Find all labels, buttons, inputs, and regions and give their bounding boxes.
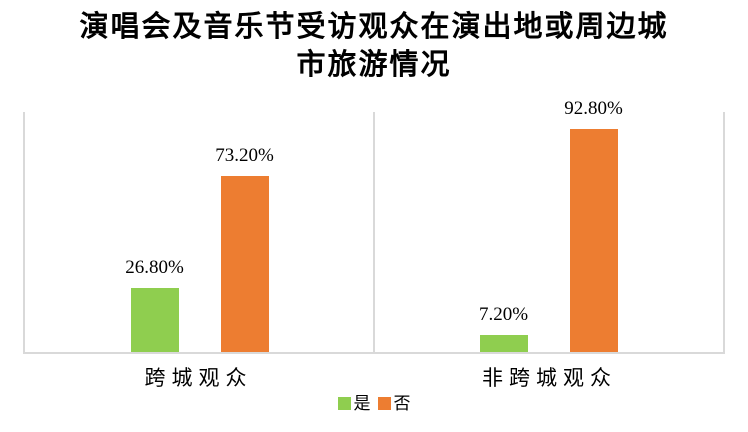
- legend-label: 否: [393, 394, 411, 413]
- category-label: 跨城观众: [144, 366, 253, 390]
- bar-group: 7.20%: [478, 303, 529, 352]
- bar-value-label: 26.80%: [125, 256, 184, 278]
- bar: [569, 129, 618, 352]
- bar: [220, 176, 269, 352]
- panel-1: 26.80% 73.20%: [25, 112, 374, 352]
- legend-item: 是: [337, 394, 371, 413]
- bar: [479, 334, 528, 352]
- bar-value-label: 7.20%: [478, 303, 529, 325]
- chart-title: 演唱会及音乐节受访观众在演出地或周边城 市旅游情况: [0, 8, 748, 84]
- bar-value-label: 73.20%: [215, 145, 274, 167]
- bar-value-label: 92.80%: [564, 98, 623, 120]
- category-label: 非跨城观众: [482, 366, 617, 390]
- category-axis: 跨城观众 非跨城观众: [23, 362, 725, 392]
- panel-2: 7.20% 92.80%: [374, 98, 723, 352]
- legend-swatch: [377, 397, 391, 410]
- legend: 是否: [0, 395, 748, 412]
- chart-title-line-2: 市旅游情况: [296, 49, 452, 81]
- legend-label: 是: [353, 394, 371, 413]
- plot-area: 26.80% 73.20% 7.20% 92.80%: [23, 98, 725, 354]
- legend-item: 否: [377, 394, 411, 413]
- legend-swatch: [337, 397, 351, 410]
- bar: [130, 287, 179, 352]
- chart-title-line-1: 演唱会及音乐节受访观众在演出地或周边城: [79, 11, 669, 43]
- bar-group: 73.20%: [215, 145, 274, 352]
- bar-group: 92.80%: [564, 98, 623, 352]
- bar-group: 26.80%: [125, 257, 184, 352]
- panel-divider: [373, 112, 375, 352]
